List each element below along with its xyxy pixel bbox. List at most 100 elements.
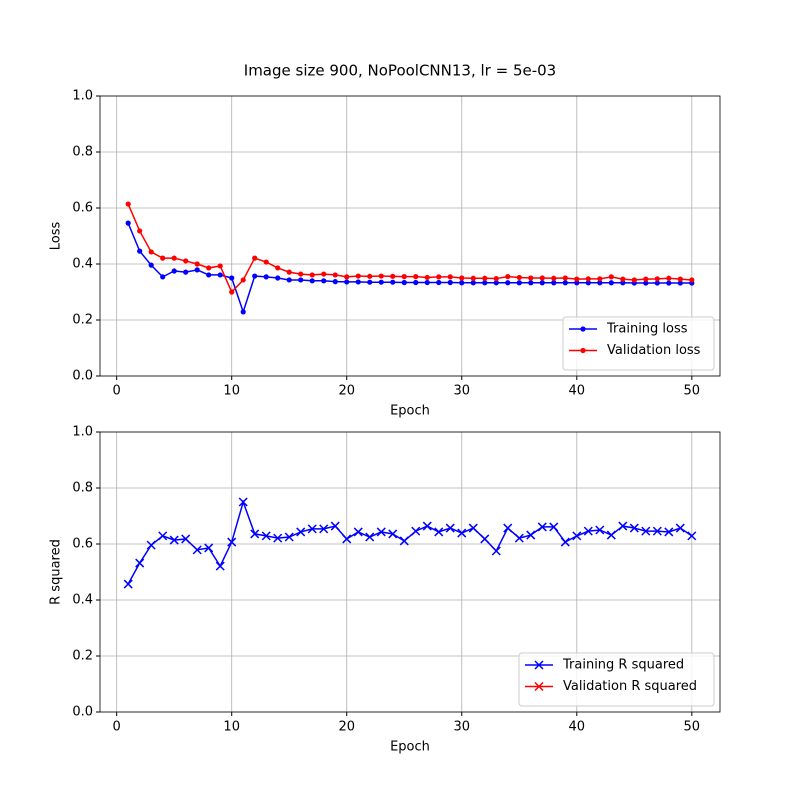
x-tick-label: 50 (684, 384, 701, 399)
marker (411, 526, 421, 536)
y-tick-label: 1.0 (72, 89, 93, 104)
marker (399, 536, 409, 546)
marker (413, 274, 419, 280)
marker (217, 272, 223, 278)
marker (641, 526, 651, 536)
marker (445, 523, 455, 533)
marker (275, 275, 281, 281)
marker (551, 280, 557, 286)
marker (516, 274, 522, 281)
y-tick-label: 0.0 (72, 705, 93, 720)
marker (148, 249, 154, 255)
marker (344, 279, 350, 285)
marker (252, 273, 258, 279)
marker (413, 279, 419, 286)
marker (654, 276, 660, 282)
marker (367, 279, 373, 285)
marker (344, 274, 350, 280)
legend-label: Validation loss (607, 343, 701, 358)
marker (505, 274, 511, 280)
marker (378, 279, 384, 285)
marker (194, 267, 200, 273)
marker (666, 275, 672, 281)
marker (330, 521, 340, 531)
legend-label: Validation R squared (563, 679, 697, 694)
marker (365, 532, 375, 542)
marker (388, 529, 398, 539)
marker (137, 228, 143, 234)
marker (137, 248, 143, 254)
marker (321, 278, 327, 284)
marker (252, 255, 258, 261)
marker (664, 527, 674, 537)
y-tick-label: 0.6 (72, 201, 93, 216)
marker (689, 277, 695, 283)
marker (491, 546, 501, 556)
marker (206, 265, 212, 271)
marker (378, 273, 384, 279)
marker (227, 537, 237, 547)
marker (687, 531, 697, 541)
marker (215, 561, 225, 571)
marker (677, 276, 683, 282)
marker (148, 262, 154, 268)
marker (240, 309, 246, 315)
marker (401, 274, 407, 280)
marker (516, 280, 522, 286)
y-tick-label: 0.0 (72, 369, 93, 384)
marker (298, 277, 304, 283)
marker (401, 279, 407, 286)
marker (666, 280, 672, 286)
figure-title: Image size 900, NoPoolCNN13, lr = 5e-03 (244, 62, 556, 80)
marker (263, 259, 269, 265)
marker (470, 280, 476, 286)
marker (482, 275, 488, 281)
marker (286, 277, 292, 283)
marker (422, 521, 432, 531)
marker (434, 527, 444, 537)
marker (574, 276, 580, 282)
marker (181, 534, 191, 544)
marker (539, 275, 545, 281)
y-tick-label: 0.2 (72, 649, 93, 664)
y-tick-label: 1.0 (72, 425, 93, 440)
plot-frame (99, 431, 721, 713)
marker (284, 532, 294, 542)
marker (482, 280, 488, 286)
marker (261, 531, 271, 541)
marker (390, 279, 396, 285)
marker (597, 280, 603, 286)
marker (332, 279, 338, 285)
marker (436, 274, 442, 280)
marker (562, 280, 568, 286)
marker (183, 258, 189, 264)
x-tick-label: 0 (113, 384, 121, 399)
marker (229, 275, 235, 281)
marker (534, 681, 544, 692)
marker (436, 279, 442, 286)
marker (459, 275, 465, 281)
marker (447, 279, 453, 286)
marker (537, 522, 547, 532)
marker (309, 272, 315, 278)
marker (123, 579, 133, 589)
marker (367, 273, 373, 279)
marker (572, 531, 582, 541)
x-tick-label: 30 (453, 720, 470, 735)
marker (355, 273, 361, 279)
marker (514, 533, 524, 543)
marker (309, 278, 315, 284)
x-tick-label: 50 (684, 720, 701, 735)
marker (217, 263, 223, 269)
marker (296, 527, 306, 537)
marker (595, 525, 605, 535)
y-axis-label: Loss (49, 222, 64, 251)
marker (643, 280, 649, 286)
x-axis-label: Epoch (390, 404, 430, 419)
marker (457, 528, 467, 538)
marker (171, 268, 177, 274)
legend-label: Training R squared (562, 658, 684, 673)
marker (631, 277, 637, 283)
x-tick-label: 10 (223, 384, 240, 399)
x-tick-label: 20 (338, 720, 355, 735)
